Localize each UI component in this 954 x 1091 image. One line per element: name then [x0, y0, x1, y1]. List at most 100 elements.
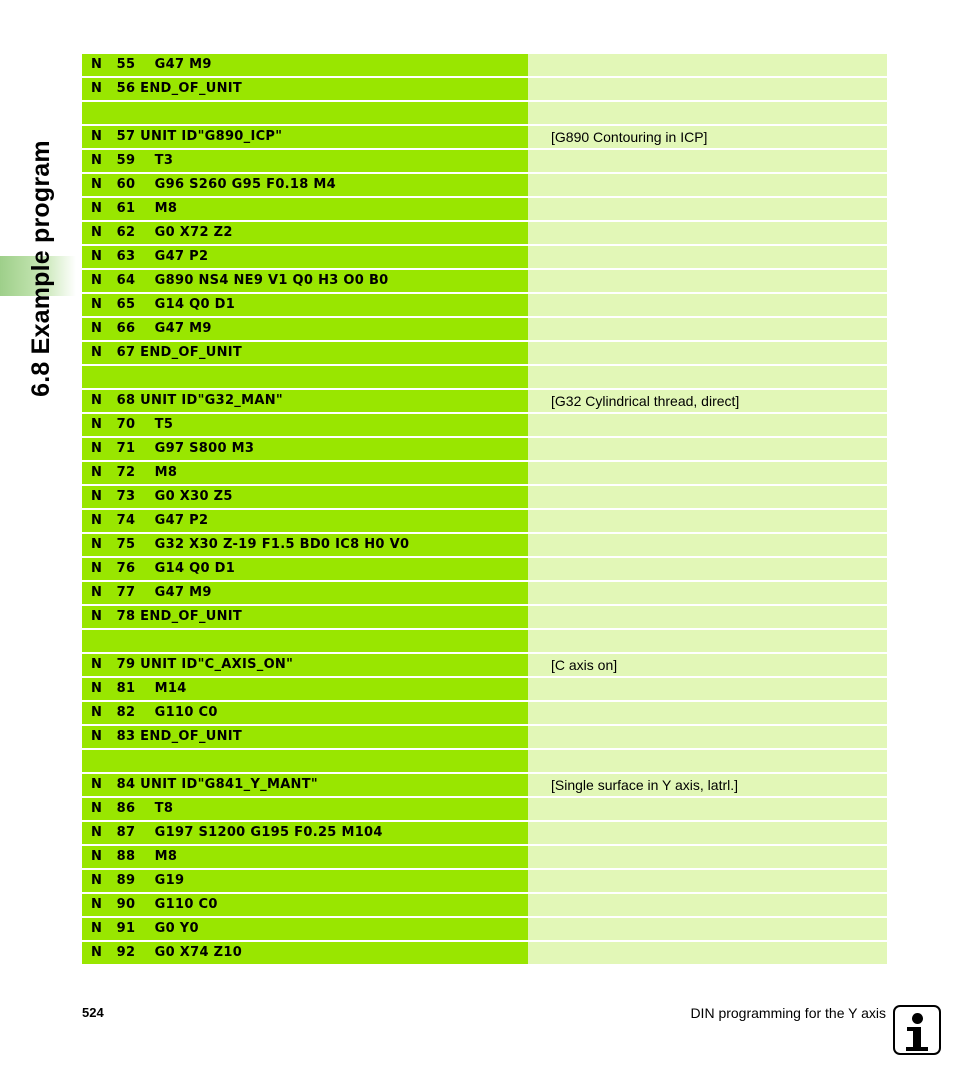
program-listing-table: N 55 G47 M9 N 56 END_OF_UNIT N 57 UNIT ID"…: [82, 54, 887, 966]
table-row: N 66 G47 M9: [82, 318, 887, 340]
comment-cell: [528, 78, 887, 100]
table-row: [82, 750, 887, 772]
comment-cell: [528, 534, 887, 556]
nc-code-cell: N 75 G32 X30 Z-19 F1.5 BD0 IC8 H0 V0: [82, 534, 528, 556]
info-icon: [893, 1005, 941, 1055]
table-row: N 75 G32 X30 Z-19 F1.5 BD0 IC8 H0 V0: [82, 534, 887, 556]
table-row: N 65 G14 Q0 D1: [82, 294, 887, 316]
nc-code-cell: N 87 G197 S1200 G195 F0.25 M104: [82, 822, 528, 844]
table-row: N 67 END_OF_UNIT: [82, 342, 887, 364]
comment-cell: [528, 846, 887, 868]
comment-cell: [528, 246, 887, 268]
nc-code-cell: N 57 UNIT ID"G890_ICP": [82, 126, 528, 148]
table-row: N 78 END_OF_UNIT: [82, 606, 887, 628]
comment-cell: [528, 222, 887, 244]
table-row: [82, 630, 887, 652]
comment-cell: [528, 918, 887, 940]
nc-code-cell: N 73 G0 X30 Z5: [82, 486, 528, 508]
comment-cell: [528, 606, 887, 628]
nc-code-cell: N 79 UNIT ID"C_AXIS_ON": [82, 654, 528, 676]
comment-cell: [528, 150, 887, 172]
nc-code-cell: N 83 END_OF_UNIT: [82, 726, 528, 748]
comment-cell: [528, 822, 887, 844]
nc-code-cell: [82, 750, 528, 772]
table-row: N 70 T5: [82, 414, 887, 436]
table-row: N 56 END_OF_UNIT: [82, 78, 887, 100]
table-row: N 59 T3: [82, 150, 887, 172]
comment-cell: [Single surface in Y axis, latrl.]: [528, 774, 887, 796]
nc-code-cell: N 65 G14 Q0 D1: [82, 294, 528, 316]
table-row: N 76 G14 Q0 D1: [82, 558, 887, 580]
nc-code-cell: N 61 M8: [82, 198, 528, 220]
footer-chapter-title: DIN programming for the Y axis: [690, 1005, 886, 1021]
table-row: N 64 G890 NS4 NE9 V1 Q0 H3 O0 B0: [82, 270, 887, 292]
table-row: N 63 G47 P2: [82, 246, 887, 268]
comment-cell: [528, 270, 887, 292]
nc-code-cell: N 66 G47 M9: [82, 318, 528, 340]
comment-cell: [528, 294, 887, 316]
comment-cell: [528, 438, 887, 460]
table-row: N 81 M14: [82, 678, 887, 700]
table-row: N 57 UNIT ID"G890_ICP" [G890 Contouring i…: [82, 126, 887, 148]
nc-code-cell: N 89 G19: [82, 870, 528, 892]
nc-code-cell: N 81 M14: [82, 678, 528, 700]
table-row: N 88 M8: [82, 846, 887, 868]
table-row: N 72 M8: [82, 462, 887, 484]
table-row: N 89 G19: [82, 870, 887, 892]
comment-cell: [528, 54, 887, 76]
comment-cell: [528, 174, 887, 196]
comment-cell: [528, 414, 887, 436]
nc-code-cell: N 92 G0 X74 Z10: [82, 942, 528, 964]
table-row: N 90 G110 C0: [82, 894, 887, 916]
nc-code-cell: N 82 G110 C0: [82, 702, 528, 724]
comment-cell: [528, 726, 887, 748]
nc-code-cell: N 70 T5: [82, 414, 528, 436]
table-row: N 83 END_OF_UNIT: [82, 726, 887, 748]
nc-code-cell: N 84 UNIT ID"G841_Y_MANT": [82, 774, 528, 796]
table-row: N 71 G97 S800 M3: [82, 438, 887, 460]
comment-cell: [528, 582, 887, 604]
comment-cell: [528, 558, 887, 580]
page-number: 524: [82, 1005, 104, 1020]
comment-cell: [528, 750, 887, 772]
comment-cell: [528, 462, 887, 484]
nc-code-cell: N 60 G96 S260 G95 F0.18 M4: [82, 174, 528, 196]
table-row: N 91 G0 Y0: [82, 918, 887, 940]
comment-cell: [528, 342, 887, 364]
comment-cell: [528, 486, 887, 508]
nc-code-cell: N 88 M8: [82, 846, 528, 868]
table-row: N 77 G47 M9: [82, 582, 887, 604]
table-row: N 92 G0 X74 Z10: [82, 942, 887, 964]
nc-code-cell: N 78 END_OF_UNIT: [82, 606, 528, 628]
comment-cell: [G890 Contouring in ICP]: [528, 126, 887, 148]
table-row: N 84 UNIT ID"G841_Y_MANT" [Single surface…: [82, 774, 887, 796]
nc-code-cell: N 86 T8: [82, 798, 528, 820]
section-side-tab: [0, 256, 76, 296]
table-row: N 62 G0 X72 Z2: [82, 222, 887, 244]
nc-code-cell: N 76 G14 Q0 D1: [82, 558, 528, 580]
comment-cell: [528, 894, 887, 916]
comment-cell: [C axis on]: [528, 654, 887, 676]
comment-cell: [528, 798, 887, 820]
comment-cell: [528, 678, 887, 700]
comment-cell: [528, 366, 887, 388]
nc-code-cell: N 68 UNIT ID"G32_MAN": [82, 390, 528, 412]
comment-cell: [528, 102, 887, 124]
table-row: N 55 G47 M9: [82, 54, 887, 76]
table-row: N 82 G110 C0: [82, 702, 887, 724]
nc-code-cell: [82, 630, 528, 652]
table-row: [82, 366, 887, 388]
table-row: [82, 102, 887, 124]
nc-code-cell: N 56 END_OF_UNIT: [82, 78, 528, 100]
nc-code-cell: N 91 G0 Y0: [82, 918, 528, 940]
nc-code-cell: [82, 366, 528, 388]
section-title: 6.8 Example program: [26, 139, 55, 397]
comment-cell: [528, 942, 887, 964]
nc-code-cell: N 59 T3: [82, 150, 528, 172]
table-row: N 87 G197 S1200 G195 F0.25 M104: [82, 822, 887, 844]
comment-cell: [528, 198, 887, 220]
nc-code-cell: N 67 END_OF_UNIT: [82, 342, 528, 364]
comment-cell: [528, 630, 887, 652]
nc-code-cell: N 77 G47 M9: [82, 582, 528, 604]
table-row: N 79 UNIT ID"C_AXIS_ON" [C axis on]: [82, 654, 887, 676]
